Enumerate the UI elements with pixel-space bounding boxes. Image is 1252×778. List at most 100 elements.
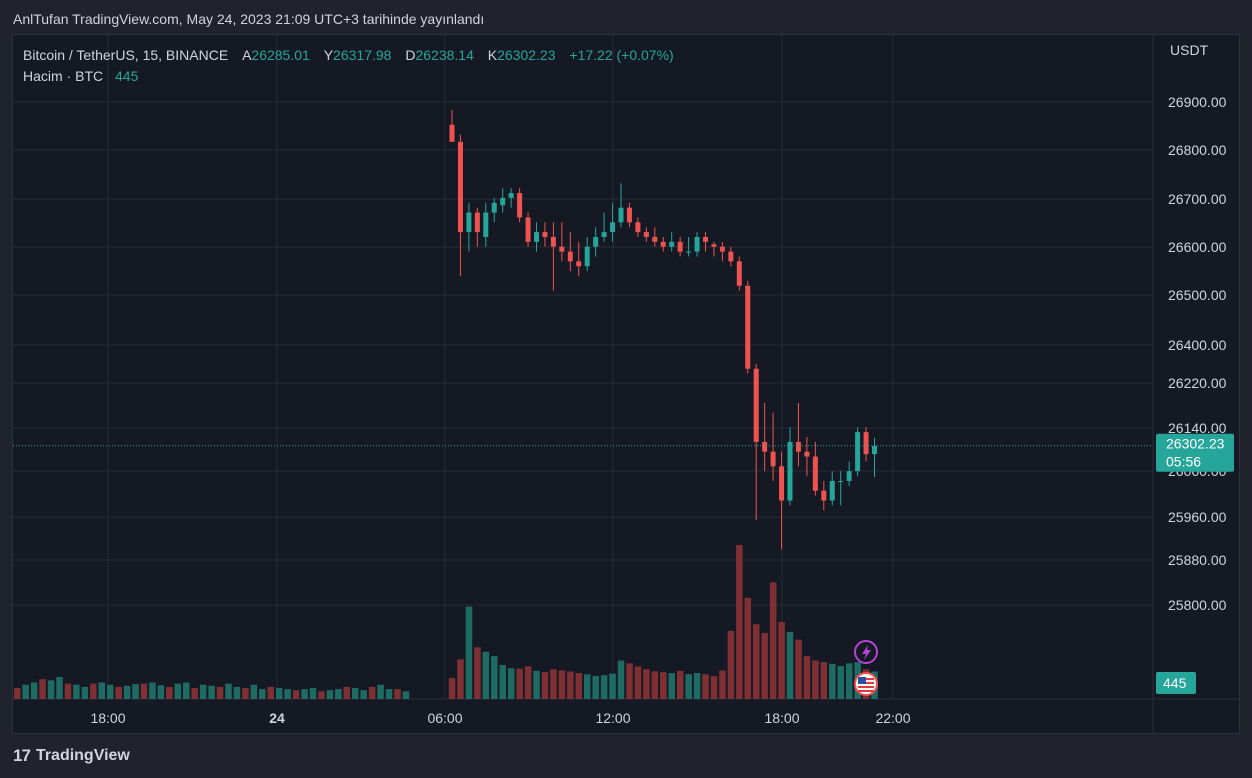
volume-bar (39, 679, 46, 699)
close-label: K (487, 47, 498, 63)
candle-body (728, 251, 734, 262)
volume-bar (651, 671, 659, 699)
volume-bar (567, 671, 574, 699)
price-tick-label: 26900.00 (1168, 94, 1227, 110)
volume-bar (90, 683, 97, 699)
volume-bar (385, 689, 393, 699)
candle-body (719, 246, 725, 252)
volume-bar (448, 678, 456, 699)
volume-bar (292, 690, 300, 699)
price-tick-label: 25800.00 (1168, 597, 1227, 613)
volume-bar (643, 669, 650, 699)
candle-body (762, 441, 768, 452)
volume-bar (727, 630, 735, 699)
volume-bar (719, 670, 726, 699)
volume-bar (803, 656, 811, 699)
volume-bar (309, 688, 317, 699)
volume-bar (575, 673, 583, 699)
candle-body (804, 451, 810, 457)
volume-bar (507, 668, 515, 699)
price-tick-label: 26800.00 (1168, 142, 1227, 158)
volume-bar (199, 684, 207, 699)
price-tick-label: 26140.00 (1168, 420, 1227, 436)
last-price-value: 26302.23 (1166, 436, 1225, 452)
candle-body (779, 466, 785, 501)
volume-bar (64, 683, 72, 699)
volume-bar (710, 676, 718, 699)
volume-bar (394, 689, 401, 699)
high-label: Y (323, 47, 334, 63)
volume-bar (73, 684, 80, 699)
volume-bar (174, 683, 182, 699)
volume-bar (736, 545, 743, 699)
candle-body (525, 217, 531, 242)
volume-bar (474, 647, 481, 699)
candle-body (483, 212, 489, 237)
candle-body (643, 232, 649, 237)
volume-bar (829, 663, 836, 699)
price-tick-label: 25880.00 (1168, 552, 1227, 568)
time-tick-label: 06:00 (427, 710, 462, 726)
open-value: 26285.01 (251, 47, 310, 63)
volume-bar (533, 670, 540, 699)
volume-bar (491, 656, 498, 699)
volume-bar (761, 633, 768, 699)
volume-bar (769, 582, 777, 699)
candle-body (753, 368, 759, 442)
volume-bar (837, 666, 844, 699)
volume-bar (753, 624, 760, 699)
candle-body (660, 241, 666, 247)
volume-bar (56, 677, 63, 699)
candle-body (466, 212, 472, 233)
volume-bar (786, 631, 794, 699)
tradingview-mark-icon: 17 (13, 746, 31, 765)
volume-bar (14, 688, 21, 699)
price-tick-label: 26400.00 (1168, 337, 1227, 353)
candle-body (795, 441, 801, 452)
candle-body (872, 445, 877, 455)
volume-bar (343, 686, 351, 699)
us-flag-icon[interactable] (854, 672, 878, 696)
candlestick-chart[interactable]: USDT 26900.00 26800.00 26700.00 26600.00 265… (13, 35, 1239, 733)
grid-lines (13, 35, 1239, 733)
volume-bar (584, 674, 591, 699)
volume-bar (157, 685, 165, 699)
lightning-event-icon[interactable] (854, 640, 878, 664)
chart-legend: Bitcoin / TetherUS, 15, BINANCE A26285.0… (23, 45, 674, 87)
volume-bar (457, 659, 464, 699)
currency-label: USDT (1170, 42, 1209, 58)
price-axis[interactable]: USDT 26900.00 26800.00 26700.00 26600.00 265… (1168, 42, 1227, 613)
candle-body (457, 141, 463, 233)
volume-bar (233, 686, 241, 699)
high-value: 26317.98 (333, 47, 392, 63)
candle-body (618, 207, 624, 223)
volume-label[interactable]: Hacim · BTC (23, 68, 104, 84)
volume-bar (140, 683, 148, 699)
time-tick-label: 12:00 (595, 710, 630, 726)
volume-bar (132, 684, 139, 699)
candle-body (812, 456, 818, 491)
candle-body (508, 193, 514, 198)
volume-bar (123, 685, 131, 699)
time-axis[interactable]: 18:00 24 06:00 12:00 18:00 22:00 (90, 710, 910, 726)
candle-body (669, 241, 675, 247)
volume-bar (216, 686, 224, 699)
volume-bar (149, 682, 156, 699)
candle-body (694, 236, 700, 252)
candle-body (855, 432, 861, 472)
candle-body (838, 480, 844, 482)
volume-bar (617, 660, 625, 699)
symbol-title[interactable]: Bitcoin / TetherUS, 15, BINANCE (23, 47, 229, 63)
chart-frame[interactable]: USDT 26900.00 26800.00 26700.00 26600.00 265… (12, 34, 1240, 734)
volume-bar (693, 673, 701, 699)
volume-bar (541, 672, 549, 699)
volume-bar (368, 686, 376, 699)
volume-bar (275, 688, 283, 699)
candle-body (863, 432, 869, 455)
volume-bar (676, 670, 684, 699)
candles (449, 110, 877, 550)
volume-bar (744, 597, 752, 699)
volume-bar (820, 662, 828, 699)
candle-body (500, 197, 506, 206)
tradingview-logo[interactable]: 17 TradingView (13, 746, 130, 766)
